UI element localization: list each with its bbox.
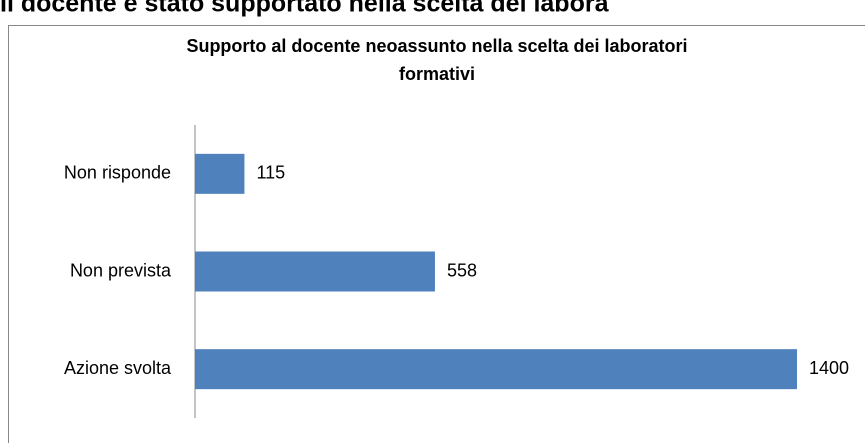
bar: [195, 251, 435, 292]
page-heading: Il docente è stato supportato nella scel…: [0, 0, 610, 18]
y-tick-label: Azione svolta: [64, 358, 172, 378]
y-tick-label: Non risponde: [64, 163, 171, 183]
y-tick-label: Non prevista: [70, 260, 172, 280]
data-label: 558: [447, 260, 477, 280]
data-label: 115: [256, 163, 285, 183]
data-label: 1400: [809, 358, 849, 378]
bar: [195, 153, 245, 194]
bar: [195, 349, 797, 390]
chart-title: Supporto al docente neoassunto nella sce…: [186, 36, 687, 84]
